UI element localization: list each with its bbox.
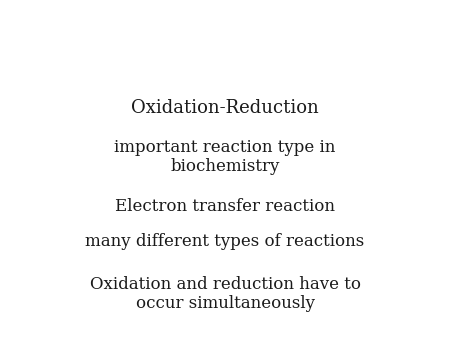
Text: many different types of reactions: many different types of reactions: [86, 233, 365, 250]
Text: Oxidation and reduction have to
occur simultaneously: Oxidation and reduction have to occur si…: [90, 276, 360, 312]
Text: important reaction type in
biochemistry: important reaction type in biochemistry: [114, 139, 336, 175]
Text: Electron transfer reaction: Electron transfer reaction: [115, 198, 335, 215]
Text: Oxidation-Reduction: Oxidation-Reduction: [131, 99, 319, 117]
